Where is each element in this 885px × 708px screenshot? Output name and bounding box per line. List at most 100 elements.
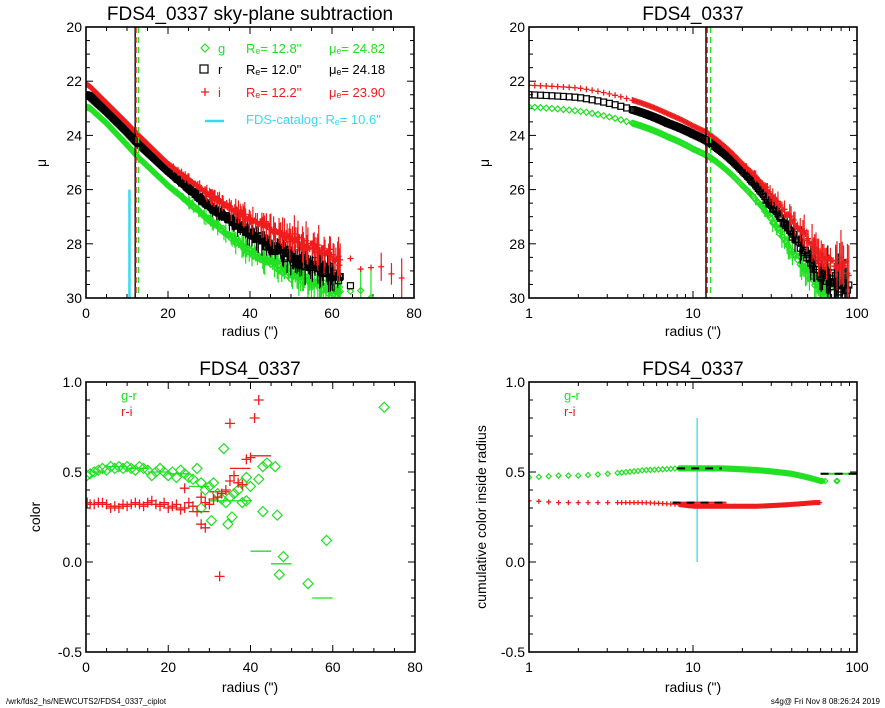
plus-marker bbox=[531, 82, 538, 89]
diamond-marker bbox=[92, 464, 105, 477]
diamond-marker bbox=[545, 472, 553, 480]
diamond-marker bbox=[228, 487, 240, 500]
diamond-marker bbox=[217, 442, 230, 455]
plot-area: 1 10 100 20 22 24 26 28 30 bbox=[509, 19, 868, 321]
diamond-marker bbox=[813, 280, 822, 289]
square-marker bbox=[571, 93, 579, 101]
plus-marker bbox=[536, 498, 542, 504]
plus-marker bbox=[224, 476, 235, 486]
plus-marker bbox=[565, 500, 571, 506]
diamond-marker bbox=[834, 477, 841, 485]
diamond-marker bbox=[207, 476, 220, 489]
x-tick-label: 10 bbox=[685, 659, 701, 675]
diamond-marker bbox=[162, 469, 175, 482]
x-tick-label: 1 bbox=[525, 305, 533, 321]
plus-marker bbox=[814, 248, 821, 255]
legend-item-r: r Rₑ= 12.0" μₑ= 24.18 bbox=[199, 62, 385, 77]
plus-marker bbox=[347, 255, 354, 262]
plus-marker bbox=[200, 522, 211, 533]
y-tick-label: 26 bbox=[66, 182, 82, 198]
plus-marker bbox=[315, 242, 322, 249]
plus-marker bbox=[367, 264, 374, 271]
plus-marker bbox=[823, 260, 830, 267]
legend-mue: μₑ= 24.18 bbox=[329, 62, 385, 77]
diamond-marker bbox=[553, 105, 562, 113]
plus-marker bbox=[809, 239, 816, 246]
square-marker bbox=[605, 99, 613, 107]
plot-area: 1 10 100 -0.5 0.0 0.5 1.0 bbox=[501, 374, 869, 675]
series-r-i bbox=[529, 498, 823, 509]
diamond-marker bbox=[320, 534, 333, 547]
square-marker bbox=[617, 102, 625, 110]
panel-color-profile: FDS4_0337 radius (") color 0 20 40 60 80 -0.5… bbox=[27, 359, 423, 695]
legend: g-rr-i bbox=[564, 388, 581, 419]
plus-marker bbox=[97, 497, 108, 508]
series-i bbox=[529, 82, 852, 298]
diamond-marker bbox=[273, 568, 286, 581]
diamond-marker bbox=[117, 462, 129, 475]
plus-marker bbox=[288, 235, 295, 242]
plus-marker bbox=[241, 211, 248, 218]
square-marker bbox=[565, 93, 573, 101]
plus-marker bbox=[600, 89, 607, 96]
x-axis-label: radius (") bbox=[665, 679, 721, 695]
y-axis-label: color bbox=[27, 501, 43, 532]
diamond-marker bbox=[821, 477, 829, 485]
data-layer bbox=[529, 418, 857, 562]
plus-marker bbox=[811, 244, 818, 251]
y-tick-label: 30 bbox=[509, 290, 525, 306]
diamond-marker bbox=[199, 484, 212, 496]
diamond-marker bbox=[88, 466, 101, 478]
diamond-marker bbox=[240, 471, 253, 484]
square-marker bbox=[559, 92, 568, 101]
diamond-marker bbox=[222, 518, 234, 531]
diamond-marker bbox=[269, 460, 282, 473]
square-marker bbox=[542, 91, 550, 100]
y-axis-label: cumulative color inside radius bbox=[473, 425, 489, 609]
plus-marker bbox=[546, 499, 552, 505]
plus-marker bbox=[548, 83, 555, 90]
plus-marker bbox=[793, 222, 800, 229]
diamond-marker bbox=[170, 471, 183, 484]
plus-marker bbox=[802, 231, 809, 238]
legend-band-label: g bbox=[218, 41, 225, 56]
axes-frame bbox=[85, 26, 415, 299]
plus-marker bbox=[327, 246, 334, 253]
y-tick-label: 26 bbox=[509, 182, 525, 198]
plus-marker bbox=[843, 258, 850, 265]
plus-marker bbox=[208, 494, 219, 504]
data-layer bbox=[529, 27, 853, 298]
square-marker bbox=[600, 98, 608, 106]
chart-title: FDS4_0337 bbox=[642, 4, 743, 25]
plus-marker bbox=[781, 206, 788, 213]
diamond-marker bbox=[236, 496, 249, 509]
plus-marker bbox=[337, 256, 344, 263]
plus-marker bbox=[237, 479, 248, 490]
y-tick-label: 0.0 bbox=[63, 554, 83, 570]
diamond-marker bbox=[548, 104, 556, 113]
plus-marker bbox=[556, 500, 562, 506]
diamond-marker bbox=[605, 113, 614, 121]
data-layer bbox=[86, 395, 391, 599]
plus-marker bbox=[774, 198, 781, 205]
plus-marker bbox=[171, 499, 182, 510]
legend-re: Rₑ= 12.8" bbox=[246, 41, 302, 56]
plus-marker bbox=[167, 501, 178, 512]
y-tick-label: 22 bbox=[66, 73, 82, 89]
plus-marker bbox=[757, 179, 764, 186]
x-axis-label: radius (") bbox=[665, 323, 721, 339]
diamond-marker bbox=[820, 288, 828, 297]
plus-marker bbox=[192, 506, 203, 517]
axes-frame bbox=[528, 26, 858, 299]
diamond-marker bbox=[145, 469, 158, 482]
plus-marker bbox=[813, 245, 819, 252]
diamond-marker bbox=[232, 484, 245, 496]
plus-marker bbox=[817, 500, 823, 506]
diamond-marker bbox=[195, 476, 207, 489]
diamond-marker bbox=[86, 469, 93, 482]
chart-title: FDS4_0337 bbox=[642, 359, 743, 380]
plus-marker bbox=[571, 84, 578, 91]
plus-marker bbox=[837, 254, 844, 261]
plus-marker bbox=[224, 418, 235, 429]
plot-area: 0 20 40 60 80 -0.5 0.0 0.5 1.0 bbox=[58, 374, 423, 675]
